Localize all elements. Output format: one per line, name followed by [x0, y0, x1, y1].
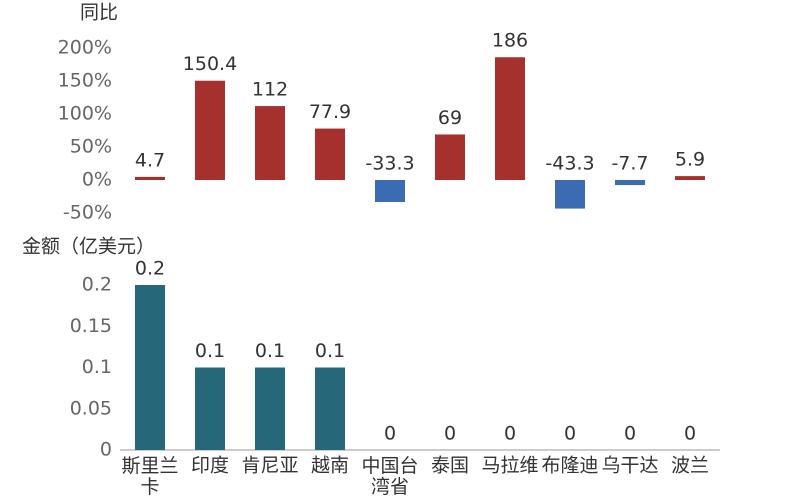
data-label: 0 [444, 423, 456, 445]
bar [315, 367, 345, 450]
x-tick-label: 乌干达 [601, 455, 658, 477]
x-tick-label: 波兰 [671, 455, 709, 477]
data-label: 0 [684, 423, 696, 445]
y-tick-label: 0.05 [70, 397, 112, 419]
bar [615, 180, 645, 186]
data-label: 150.4 [183, 53, 237, 75]
bar [195, 367, 225, 450]
data-label: 0.1 [255, 340, 285, 362]
data-label: -43.3 [545, 153, 594, 175]
data-label: 0 [564, 423, 576, 445]
bar [255, 367, 285, 450]
y-tick-label: 0% [82, 169, 112, 191]
data-label: 0 [384, 423, 396, 445]
bar [315, 128, 345, 180]
x-tick-label: 布隆迪 [541, 455, 598, 477]
bar [555, 180, 585, 209]
data-label: -33.3 [365, 153, 414, 175]
y-tick-label: 0.1 [82, 356, 112, 378]
chart-title: 同比 [80, 2, 118, 24]
y-tick-label: 200% [58, 37, 112, 59]
data-label: 186 [492, 30, 528, 52]
data-label: 0.2 [135, 258, 165, 280]
data-label: 0 [504, 423, 516, 445]
bar [495, 57, 525, 180]
x-tick-label: 泰国 [431, 455, 469, 477]
x-tick-label: 斯里兰卡 [121, 455, 178, 498]
bar [135, 285, 165, 450]
y-tick-label: 0 [100, 439, 112, 461]
data-label: 5.9 [675, 149, 705, 171]
bar [195, 80, 225, 180]
bar [675, 176, 705, 180]
x-tick-label: 中国台湾省 [361, 455, 418, 498]
data-label: 4.7 [135, 149, 165, 171]
y-tick-label: -50% [63, 202, 112, 224]
bar [255, 106, 285, 180]
y-tick-label: 0.2 [82, 274, 112, 296]
data-label: -7.7 [611, 153, 648, 175]
y-tick-label: 100% [58, 103, 112, 125]
data-label: 0 [624, 423, 636, 445]
x-tick-label: 马拉维 [481, 455, 538, 477]
bar [375, 180, 405, 202]
data-label: 0.1 [315, 340, 345, 362]
data-label: 0.1 [195, 340, 225, 362]
chart-title: 金额（亿美元） [22, 236, 155, 258]
data-label: 112 [252, 79, 288, 101]
y-tick-label: 50% [70, 136, 112, 158]
x-tick-label: 越南 [311, 455, 349, 477]
data-label: 69 [438, 107, 462, 129]
x-tick-label: 肯尼亚 [241, 455, 298, 477]
x-tick-label: 印度 [191, 455, 229, 477]
y-tick-label: 0.15 [70, 315, 112, 337]
bar [135, 176, 165, 180]
y-tick-label: 150% [58, 70, 112, 92]
bar [435, 134, 465, 180]
data-label: 77.9 [309, 101, 351, 123]
